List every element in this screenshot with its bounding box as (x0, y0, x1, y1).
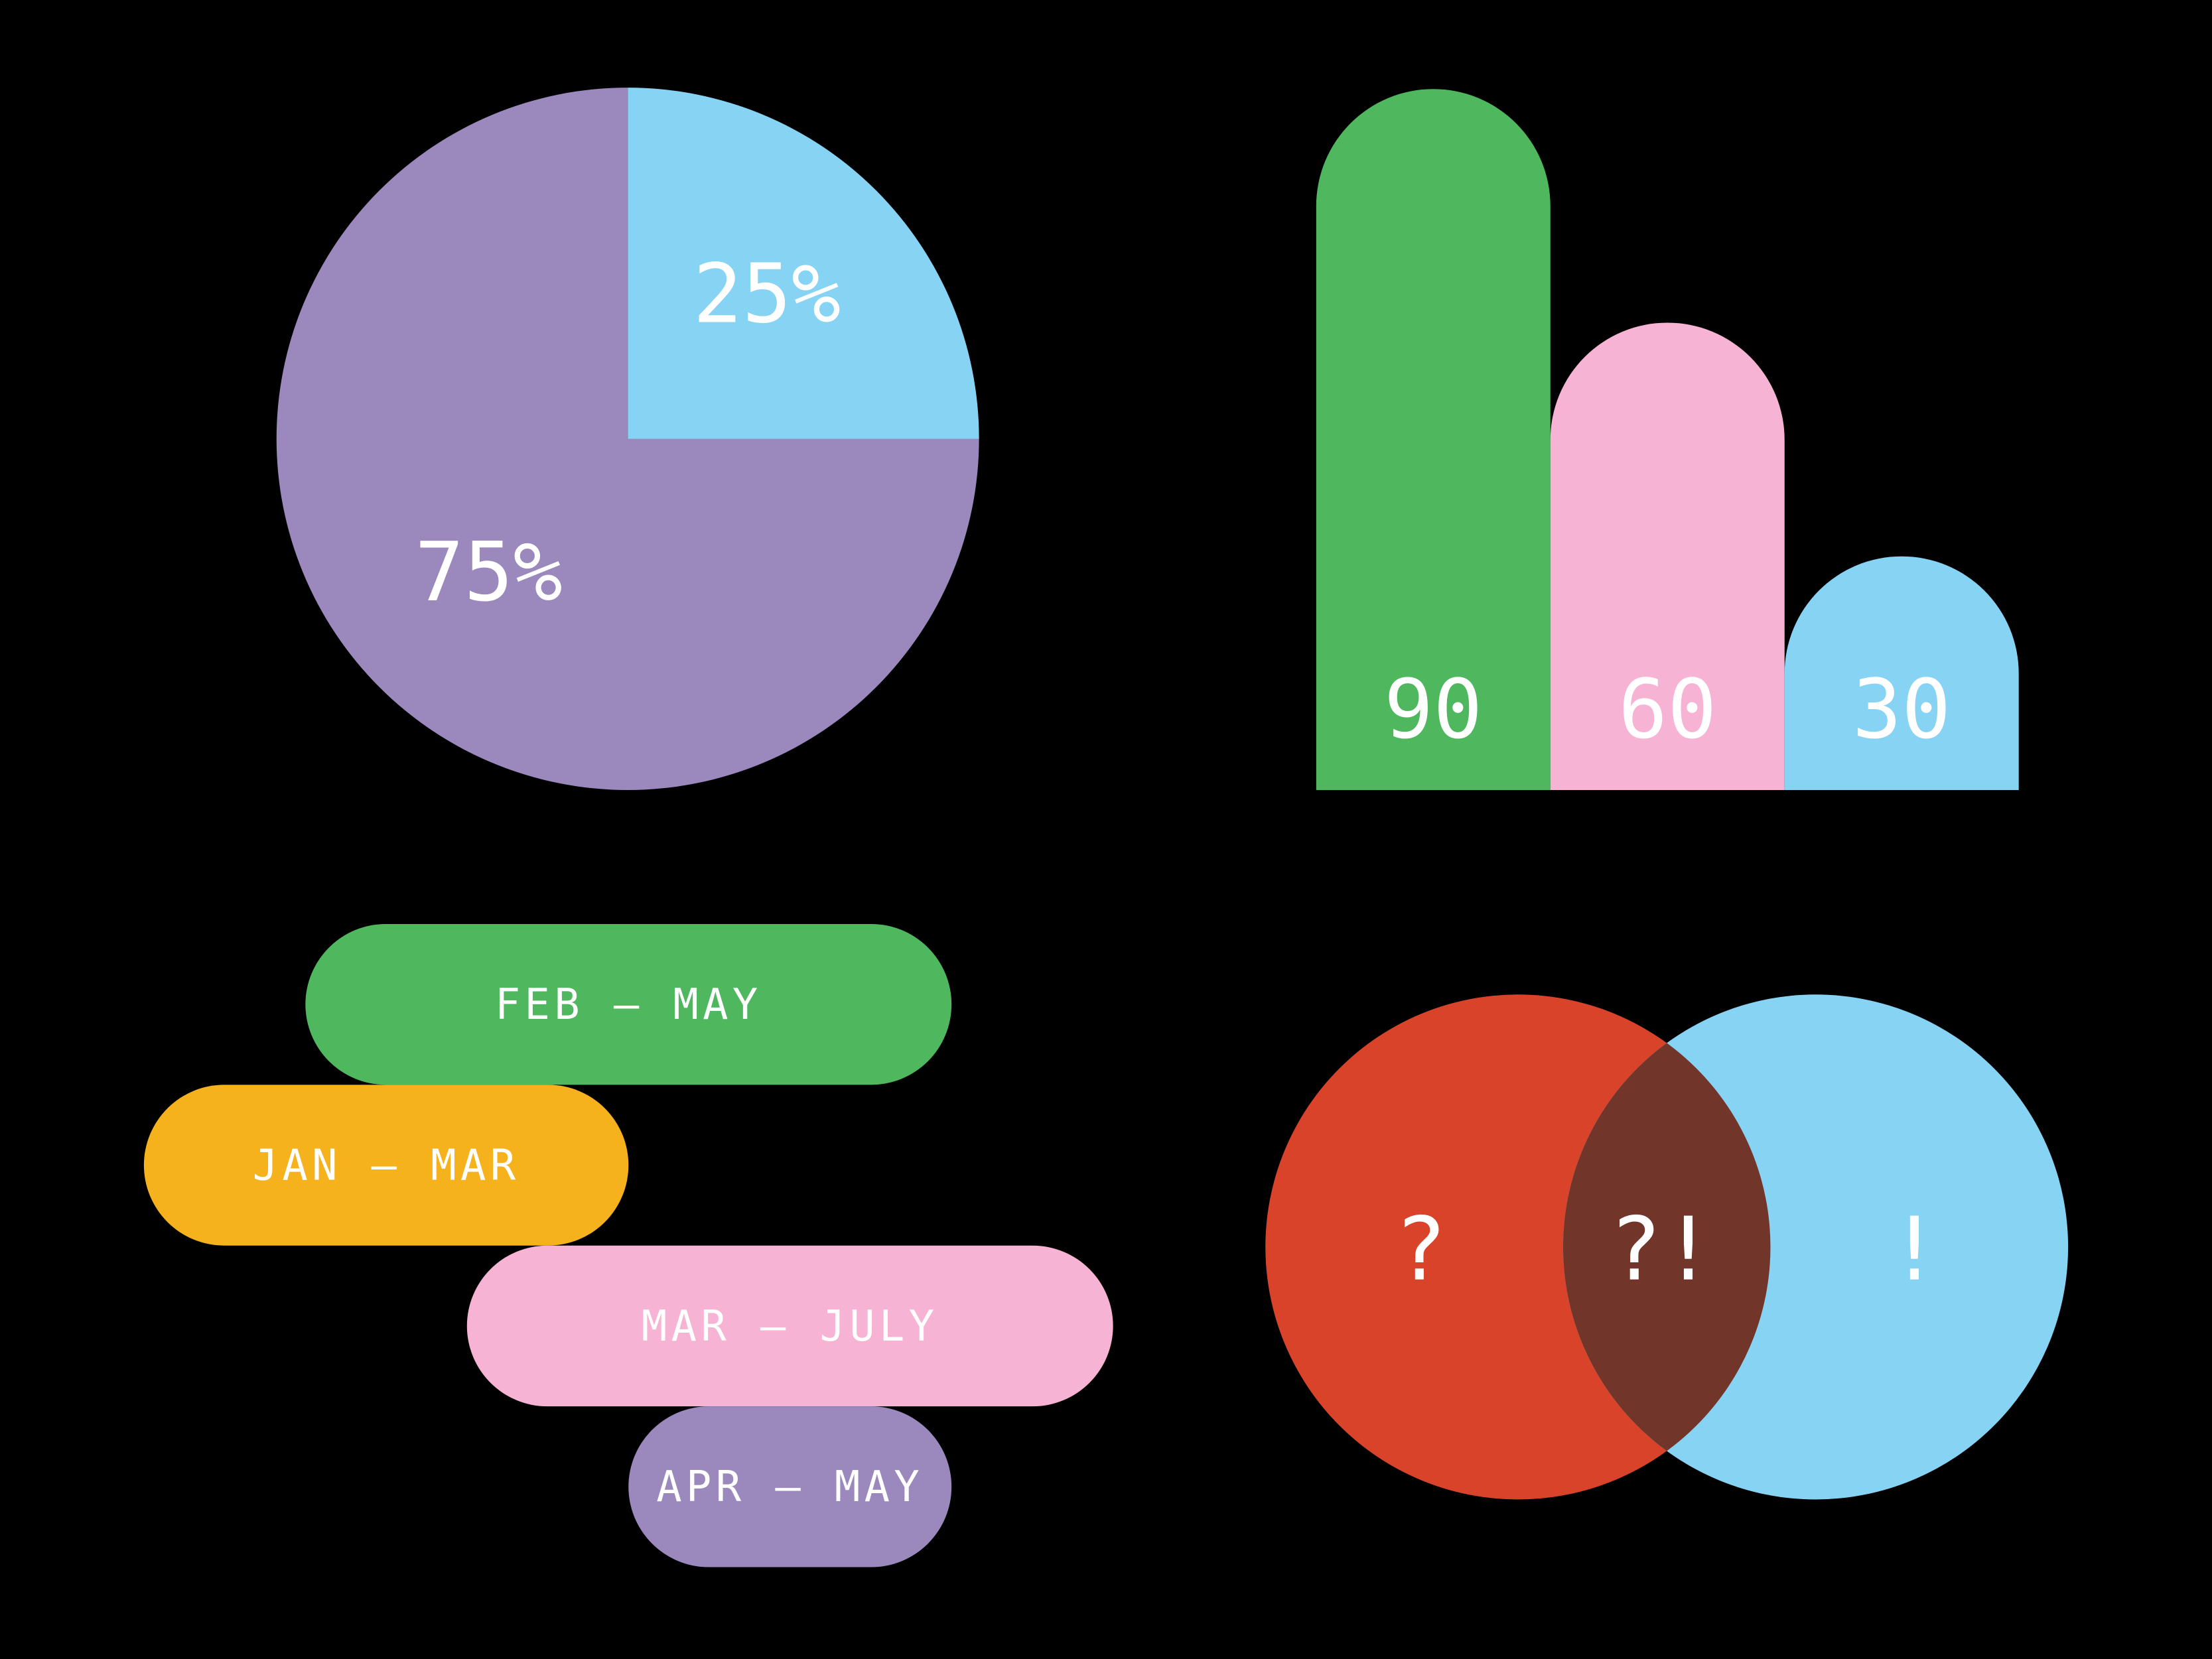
bar (1550, 322, 1785, 790)
timeline-bar (143, 1085, 629, 1246)
timeline-label: APR – MAY (656, 1463, 924, 1512)
timeline-bar (466, 1245, 1113, 1407)
timeline-label: FEB – MAY (495, 980, 762, 1029)
bar-value-label: 90 (1384, 663, 1482, 758)
venn-label: ? (1394, 1199, 1446, 1301)
timeline-label: MAR – JULY (642, 1302, 939, 1351)
timeline-bar (305, 923, 952, 1085)
slice-label: 75% (415, 525, 563, 620)
pie-slice (628, 88, 979, 439)
bar (1316, 89, 1551, 790)
bar-value-label: 60 (1618, 663, 1716, 758)
venn-label: ! (1888, 1199, 1941, 1301)
bar (1784, 556, 2019, 790)
pie-slice (276, 88, 979, 790)
bar-value-label: 30 (1852, 663, 1951, 758)
slice-label: 25% (693, 247, 841, 342)
venn-intersection-label: ?! (1609, 1199, 1714, 1301)
venn-intersection (1562, 994, 1771, 1500)
timeline-bar (628, 1406, 952, 1567)
timeline-label: JAN – MAR (253, 1141, 520, 1190)
